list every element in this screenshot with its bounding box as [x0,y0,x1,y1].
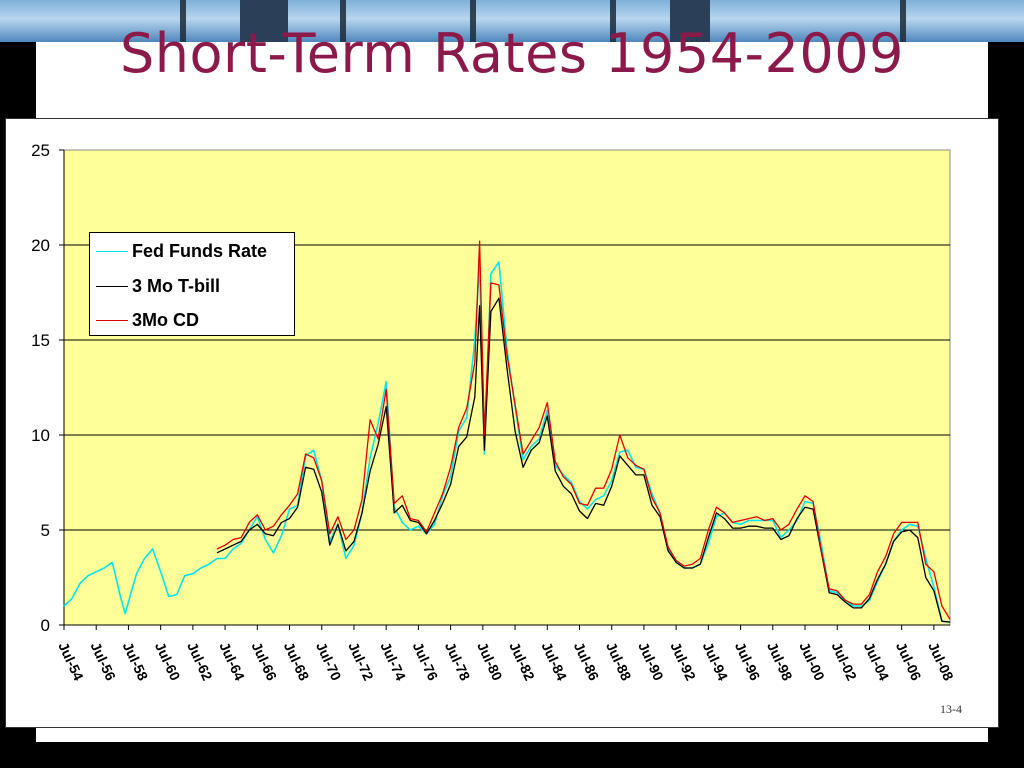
legend-label-cd: 3Mo CD [132,309,199,330]
x-tick-label: Jul-60 [152,640,184,684]
banner-window-block [670,0,710,42]
x-tick-label: Jul-92 [667,640,699,684]
banner-post [610,0,616,42]
x-tick-label: Jul-66 [249,640,281,684]
x-tick-label: Jul-56 [87,640,119,684]
x-tick-label: Jul-06 [893,640,925,684]
x-tick-label: Jul-80 [474,640,506,684]
y-tick-label: 0 [41,616,50,635]
series-line-cd [216,240,951,620]
y-tick-label: 20 [31,236,50,255]
y-tick-label: 25 [31,141,50,160]
y-tick-label: 15 [31,331,50,350]
x-tick-label: Jul-98 [764,640,796,684]
x-tick-label: Jul-70 [313,640,345,684]
x-tick-label: Jul-90 [635,640,667,684]
legend-swatch-fed-funds [96,250,128,252]
x-tick-label: Jul-82 [506,640,538,684]
legend-label-tbill: 3 Mo T-bill [132,275,220,296]
legend-item-tbill: 3 Mo T-bill [96,274,220,298]
x-tick-label: Jul-78 [442,640,474,684]
banner-post [340,0,346,42]
banner-post [470,0,476,42]
slide-title: Short-Term Rates 1954-2009 [120,22,904,85]
x-tick-label: Jul-68 [281,640,313,684]
legend-swatch-cd [96,319,128,321]
legend-item-cd: 3Mo CD [96,308,199,332]
x-tick-label: Jul-96 [732,640,764,684]
banner-post [900,0,906,42]
x-tick-label: Jul-84 [539,640,571,684]
legend: Fed Funds Rate 3 Mo T-bill 3Mo CD [89,232,295,336]
x-tick-label: Jul-86 [571,640,603,684]
legend-item-fed-funds: Fed Funds Rate [96,239,267,263]
y-tick-label: 5 [41,521,50,540]
top-banner [0,0,1024,42]
legend-swatch-tbill [96,285,128,287]
plot-area [63,149,951,626]
x-tick-label: Jul-64 [216,640,248,684]
x-tick-label: Jul-88 [603,640,635,684]
x-tick-label: Jul-94 [700,640,732,684]
x-tick-label: Jul-00 [796,640,828,684]
x-tick-label: Jul-04 [861,640,893,684]
banner-window-block [240,0,288,42]
y-axis: 0 5 10 15 20 25 [31,141,65,635]
x-tick-label: Jul-02 [829,640,861,684]
x-tick-label: Jul-74 [377,640,409,684]
x-tick-label: Jul-58 [120,640,152,684]
slide-number: 13-4 [940,702,962,716]
x-tick-label: Jul-72 [345,640,377,684]
y-tick-label: 10 [31,426,50,445]
banner-post [180,0,186,42]
x-tick-label: Jul-54 [55,640,87,684]
x-tick-label: Jul-76 [410,640,442,684]
x-tick-label: Jul-08 [925,640,957,684]
series-layer [63,240,951,623]
x-tick-label: Jul-62 [184,640,216,684]
x-axis: Jul-54 Jul-56 Jul-58 Jul-60 Jul-62 Jul-64 Jul-… [55,624,957,684]
legend-label-fed-funds: Fed Funds Rate [132,240,268,261]
